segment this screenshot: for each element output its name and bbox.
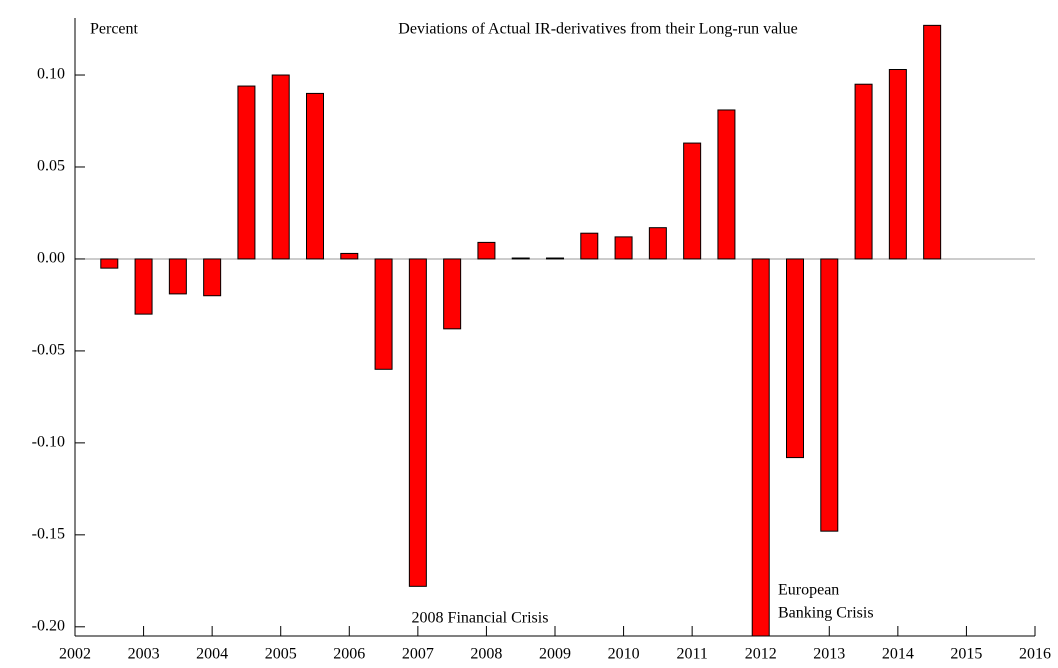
bar [717, 109, 736, 260]
bar [786, 258, 804, 459]
annotation: European [778, 582, 839, 599]
bar [511, 257, 530, 260]
annotation: Banking Crisis [778, 605, 874, 622]
bar [203, 258, 222, 297]
x-tick-label: 2003 [128, 646, 160, 663]
y-tick-label: 0.00 [37, 250, 65, 267]
bar [306, 92, 324, 260]
y-tick-label: -0.15 [32, 526, 65, 543]
x-tick-label: 2009 [539, 646, 571, 663]
bar [134, 258, 153, 315]
y-tick-label: 0.10 [37, 66, 65, 83]
y-tick-label: -0.10 [32, 434, 65, 451]
x-tick-label: 2010 [608, 646, 640, 663]
x-tick-label: 2006 [333, 646, 365, 663]
chart-title: Deviations of Actual IR-derivatives from… [398, 21, 797, 38]
y-tick-label: -0.20 [32, 617, 65, 634]
x-tick-label: 2011 [676, 646, 707, 663]
bar [237, 85, 256, 260]
x-tick-label: 2004 [196, 646, 228, 663]
bar [546, 257, 564, 260]
bar [580, 232, 599, 260]
bar [408, 258, 427, 587]
bar [751, 258, 770, 637]
x-tick-label: 2016 [1019, 646, 1051, 663]
x-tick-label: 2015 [950, 646, 982, 663]
x-tick-label: 2008 [470, 646, 502, 663]
y-tick-label: 0.05 [37, 158, 65, 175]
x-tick-label: 2013 [813, 646, 845, 663]
bar [683, 142, 702, 260]
x-tick-label: 2002 [59, 646, 91, 663]
x-tick-label: 2012 [745, 646, 777, 663]
annotation: 2008 Financial Crisis [412, 610, 549, 627]
bar [614, 236, 633, 260]
bar [648, 227, 667, 260]
y-axis-label: Percent [90, 21, 139, 38]
bar [168, 258, 187, 295]
bar [374, 258, 393, 370]
bar [923, 24, 942, 260]
bar [100, 258, 119, 269]
x-tick-label: 2014 [882, 646, 914, 663]
bar [820, 258, 839, 532]
y-tick-label: -0.05 [32, 342, 65, 359]
bar [477, 241, 496, 260]
bar [340, 252, 359, 260]
bar [888, 69, 907, 260]
bar [854, 83, 873, 260]
bar [443, 258, 462, 330]
bar [271, 74, 290, 260]
x-tick-label: 2007 [402, 646, 434, 663]
x-tick-label: 2005 [265, 646, 297, 663]
